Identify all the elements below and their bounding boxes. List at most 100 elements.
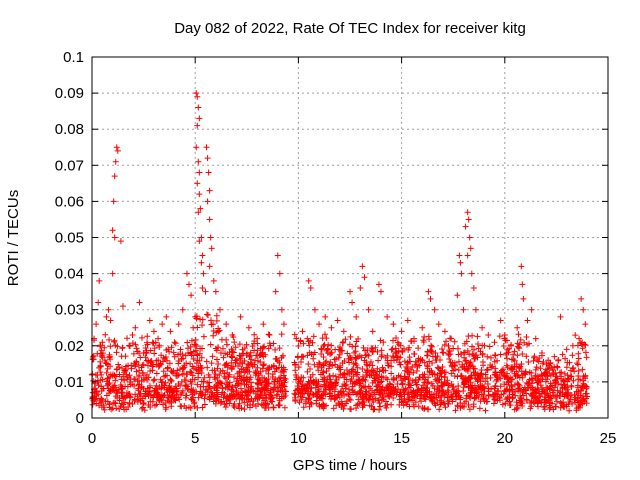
- data-point: [206, 187, 213, 194]
- data-point: [247, 359, 254, 366]
- data-point: [235, 391, 242, 398]
- data-point: [160, 368, 167, 375]
- data-point: [193, 366, 200, 373]
- data-point: [181, 376, 188, 383]
- data-point: [144, 385, 151, 392]
- data-point: [493, 377, 500, 384]
- data-point: [137, 397, 144, 404]
- data-point: [500, 343, 507, 350]
- data-point: [146, 317, 153, 324]
- data-point: [224, 395, 231, 402]
- data-point: [231, 339, 238, 346]
- data-point: [401, 387, 408, 394]
- data-point: [482, 371, 489, 378]
- data-point: [211, 374, 218, 381]
- data-point: [311, 361, 318, 368]
- data-point: [549, 371, 556, 378]
- data-point: [571, 368, 578, 375]
- data-point: [295, 375, 302, 382]
- data-point: [342, 385, 349, 392]
- data-point: [340, 405, 347, 412]
- data-point: [411, 351, 418, 358]
- data-point: [462, 357, 469, 364]
- data-point: [419, 324, 426, 331]
- data-point: [291, 390, 298, 397]
- data-point: [462, 223, 469, 230]
- data-point: [138, 334, 145, 341]
- data-point: [469, 343, 476, 350]
- data-point: [339, 339, 346, 346]
- data-point: [564, 372, 571, 379]
- data-point: [307, 285, 314, 292]
- data-point: [318, 345, 325, 352]
- data-point: [104, 365, 111, 372]
- data-point: [312, 384, 319, 391]
- data-point: [447, 351, 454, 358]
- data-point: [117, 238, 124, 245]
- data-point: [159, 378, 166, 385]
- data-point: [413, 361, 420, 368]
- data-point: [374, 387, 381, 394]
- data-point: [461, 349, 468, 356]
- data-point: [508, 356, 515, 363]
- data-point: [292, 391, 299, 398]
- data-point: [168, 394, 175, 401]
- data-point: [527, 399, 534, 406]
- data-point: [429, 343, 436, 350]
- data-point: [295, 343, 302, 350]
- data-point: [248, 356, 255, 363]
- data-point: [212, 397, 219, 404]
- data-point: [479, 342, 486, 349]
- data-point: [557, 393, 564, 400]
- data-point: [310, 333, 317, 340]
- data-point: [390, 354, 397, 361]
- data-point: [279, 382, 286, 389]
- data-point: [404, 391, 411, 398]
- y-tick-label: 0.08: [55, 121, 84, 138]
- data-point: [500, 366, 507, 373]
- data-point: [336, 351, 343, 358]
- data-point: [409, 363, 416, 370]
- data-point: [439, 346, 446, 353]
- data-point: [456, 392, 463, 399]
- data-point: [247, 349, 254, 356]
- data-point: [92, 372, 99, 379]
- data-point: [113, 144, 120, 151]
- data-point: [357, 390, 364, 397]
- data-point: [110, 399, 117, 406]
- data-point: [109, 405, 116, 412]
- data-point: [149, 367, 156, 374]
- data-point: [227, 396, 234, 403]
- data-point: [194, 381, 201, 388]
- data-point: [140, 361, 147, 368]
- data-point: [193, 144, 200, 151]
- data-point: [435, 321, 442, 328]
- data-point: [121, 377, 128, 384]
- data-point: [335, 354, 342, 361]
- data-point: [352, 343, 359, 350]
- data-point: [251, 340, 258, 347]
- data-point: [89, 353, 96, 360]
- data-point: [326, 378, 333, 385]
- data-point: [243, 351, 250, 358]
- data-point: [550, 387, 557, 394]
- data-point: [536, 390, 543, 397]
- data-point: [199, 404, 206, 411]
- data-point: [241, 345, 248, 352]
- data-point: [503, 355, 510, 362]
- data-point: [198, 354, 205, 361]
- data-point: [372, 369, 379, 376]
- data-point: [464, 209, 471, 216]
- data-point: [497, 317, 504, 324]
- data-point: [377, 403, 384, 410]
- data-point: [258, 401, 265, 408]
- data-point: [137, 354, 144, 361]
- data-point: [164, 364, 171, 371]
- data-point: [432, 349, 439, 356]
- data-point: [191, 400, 198, 407]
- data-point: [331, 380, 338, 387]
- data-point: [512, 372, 519, 379]
- data-point: [162, 372, 169, 379]
- data-point: [103, 313, 110, 320]
- data-point: [320, 361, 327, 368]
